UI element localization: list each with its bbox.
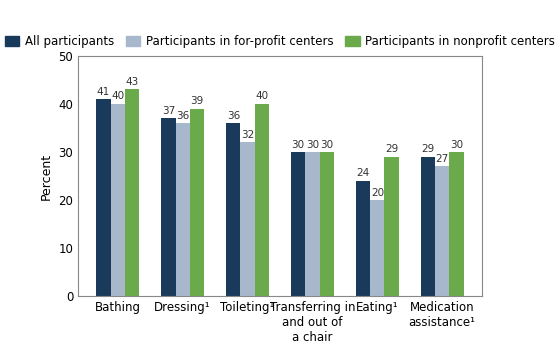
Text: 40: 40 (111, 92, 124, 102)
Bar (240, 142, 255, 296)
Bar (370, 200, 385, 296)
Bar (385, 157, 399, 296)
Bar (305, 152, 320, 296)
Bar (320, 152, 334, 296)
Text: 27: 27 (436, 154, 449, 164)
Bar (111, 104, 125, 296)
Text: 30: 30 (306, 140, 319, 150)
Bar (435, 166, 449, 296)
Text: 24: 24 (356, 168, 370, 178)
Bar (96, 99, 111, 296)
Bar (291, 152, 305, 296)
Text: 40: 40 (255, 92, 268, 102)
Legend: All participants, Participants in for-profit centers, Participants in nonprofit : All participants, Participants in for-pr… (0, 31, 560, 53)
Text: 30: 30 (320, 140, 333, 150)
Bar (175, 123, 190, 296)
Bar (449, 152, 464, 296)
Text: 36: 36 (227, 111, 240, 121)
Text: 29: 29 (385, 144, 398, 154)
Bar (421, 157, 435, 296)
Y-axis label: Percent: Percent (40, 153, 53, 200)
Text: 29: 29 (421, 144, 435, 154)
Bar (190, 109, 204, 296)
Text: 32: 32 (241, 130, 254, 140)
Bar (356, 181, 370, 296)
Bar (161, 118, 175, 296)
Text: 43: 43 (125, 77, 139, 87)
Text: 41: 41 (97, 87, 110, 97)
Text: 39: 39 (190, 96, 204, 106)
Bar (255, 104, 269, 296)
Text: 37: 37 (162, 106, 175, 116)
Text: 36: 36 (176, 111, 189, 121)
Bar (226, 123, 240, 296)
Bar (125, 89, 139, 296)
Text: 30: 30 (450, 140, 463, 150)
Text: 30: 30 (292, 140, 305, 150)
Text: 20: 20 (371, 188, 384, 197)
